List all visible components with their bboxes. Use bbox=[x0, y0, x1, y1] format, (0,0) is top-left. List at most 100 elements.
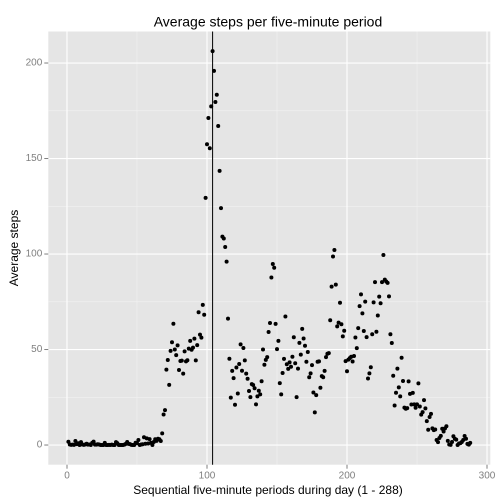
point bbox=[352, 354, 357, 359]
point bbox=[356, 326, 361, 331]
point bbox=[245, 376, 250, 381]
point bbox=[286, 366, 291, 371]
point bbox=[391, 373, 396, 378]
point bbox=[270, 261, 275, 266]
point bbox=[272, 265, 277, 270]
point bbox=[221, 236, 226, 241]
point bbox=[424, 419, 429, 424]
point bbox=[256, 388, 261, 393]
point bbox=[454, 437, 459, 442]
point bbox=[268, 320, 273, 325]
point bbox=[321, 375, 326, 380]
point bbox=[162, 408, 167, 413]
x-axis-label: Sequential five-minute periods during da… bbox=[133, 483, 402, 497]
point bbox=[311, 390, 316, 395]
point bbox=[175, 343, 180, 348]
point bbox=[227, 356, 232, 361]
point bbox=[192, 336, 197, 341]
point bbox=[273, 321, 278, 326]
point bbox=[225, 316, 230, 321]
point bbox=[258, 392, 263, 397]
point bbox=[150, 443, 155, 448]
point bbox=[368, 365, 373, 370]
point bbox=[248, 395, 253, 400]
plot-panel bbox=[48, 31, 491, 465]
chart-title: Average steps per five-minute period bbox=[154, 14, 383, 30]
point bbox=[367, 371, 372, 376]
point bbox=[199, 335, 204, 340]
point bbox=[361, 328, 366, 333]
point bbox=[312, 410, 317, 415]
point bbox=[168, 348, 173, 353]
point bbox=[255, 394, 260, 399]
point bbox=[300, 326, 305, 331]
point bbox=[353, 335, 358, 340]
point bbox=[450, 439, 455, 444]
point bbox=[427, 414, 432, 419]
point bbox=[364, 335, 369, 340]
point bbox=[433, 427, 438, 432]
point bbox=[204, 142, 209, 147]
point bbox=[251, 383, 256, 388]
point bbox=[329, 284, 334, 289]
point bbox=[280, 371, 285, 376]
point bbox=[388, 332, 393, 337]
point bbox=[338, 300, 343, 305]
point bbox=[444, 424, 449, 429]
x-tick-label: 300 bbox=[479, 470, 496, 481]
point bbox=[284, 362, 289, 367]
point bbox=[394, 390, 399, 395]
y-axis-label: Average steps bbox=[7, 210, 21, 287]
point bbox=[195, 343, 200, 348]
point bbox=[333, 282, 338, 287]
point bbox=[259, 379, 264, 384]
y-tick-label: 100 bbox=[26, 249, 43, 260]
point bbox=[423, 406, 428, 411]
point bbox=[218, 206, 223, 211]
point bbox=[291, 335, 296, 340]
point bbox=[269, 275, 274, 280]
point bbox=[436, 440, 441, 445]
point bbox=[441, 429, 446, 434]
point bbox=[420, 410, 425, 415]
point bbox=[412, 402, 417, 407]
point bbox=[429, 411, 434, 416]
point bbox=[91, 439, 96, 444]
point bbox=[381, 252, 386, 257]
point bbox=[176, 367, 181, 372]
point bbox=[171, 321, 176, 326]
point bbox=[345, 369, 350, 374]
point bbox=[169, 340, 174, 345]
point bbox=[422, 398, 427, 403]
point bbox=[297, 340, 302, 345]
point bbox=[318, 385, 323, 390]
point bbox=[231, 376, 236, 381]
point bbox=[340, 334, 345, 339]
point bbox=[303, 343, 308, 348]
x-tick-label: 200 bbox=[339, 470, 356, 481]
point bbox=[262, 362, 267, 367]
point bbox=[283, 314, 288, 319]
point bbox=[317, 359, 322, 364]
point bbox=[160, 431, 165, 436]
point bbox=[335, 324, 340, 329]
point bbox=[165, 358, 170, 363]
point bbox=[223, 244, 228, 249]
point bbox=[374, 329, 379, 334]
point bbox=[445, 438, 450, 443]
point bbox=[326, 351, 331, 356]
point bbox=[241, 345, 246, 350]
point bbox=[164, 367, 169, 372]
point bbox=[410, 390, 415, 395]
point bbox=[174, 353, 179, 358]
point bbox=[389, 341, 394, 346]
point bbox=[359, 292, 364, 297]
point bbox=[375, 313, 380, 318]
point bbox=[360, 311, 365, 316]
point bbox=[308, 371, 313, 376]
point bbox=[287, 360, 292, 365]
point bbox=[260, 347, 265, 352]
point bbox=[266, 329, 271, 334]
point bbox=[398, 394, 403, 399]
point bbox=[464, 436, 469, 441]
